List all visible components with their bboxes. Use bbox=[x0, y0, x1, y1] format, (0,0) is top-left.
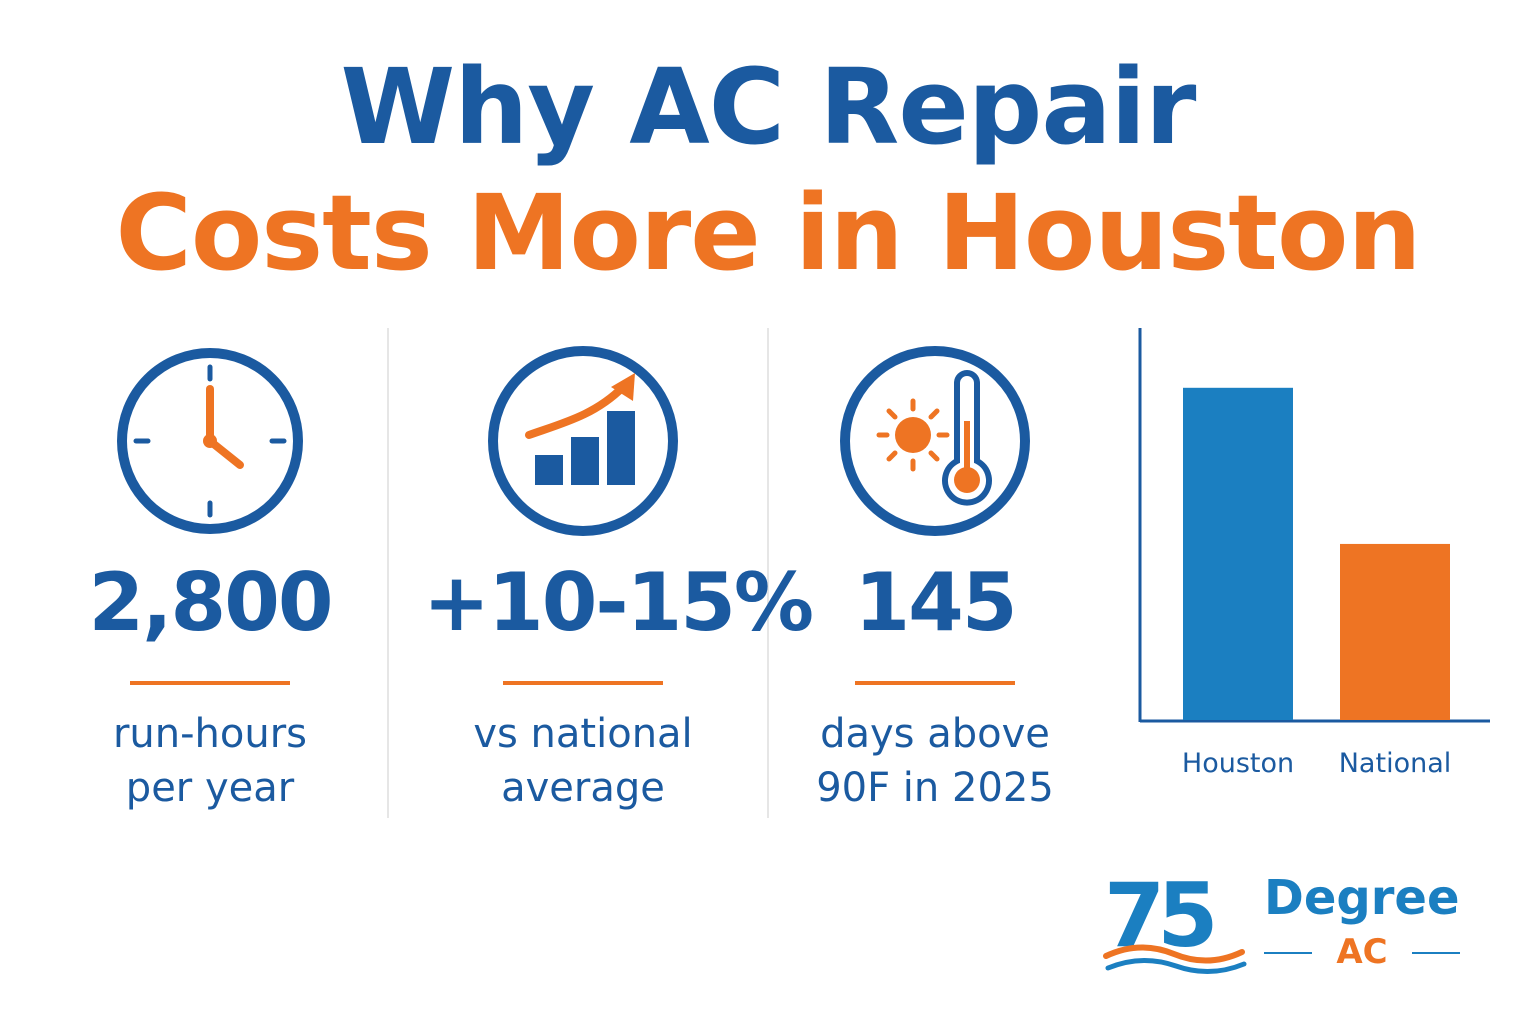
growth-chart-icon bbox=[488, 346, 678, 536]
stat-label: run-hours per year bbox=[50, 707, 370, 815]
thermometer-icon bbox=[942, 370, 992, 506]
bar-national bbox=[1340, 543, 1450, 720]
stat-vs-national: +10-15% vs national average bbox=[423, 325, 814, 811]
logo-rule bbox=[1264, 952, 1312, 954]
stat-value: 2,800 bbox=[88, 556, 333, 649]
wave-icon bbox=[1103, 944, 1245, 964]
title-line-1: Why AC Repair bbox=[340, 46, 1197, 168]
stat-label-line: 90F in 2025 bbox=[816, 765, 1054, 811]
bar-houston bbox=[1183, 387, 1293, 720]
logo-sub-text: AC bbox=[1336, 932, 1388, 972]
sun-icon bbox=[876, 398, 950, 472]
stat-value: 145 bbox=[854, 556, 1018, 649]
x-tick-label: Houston bbox=[1182, 748, 1294, 779]
stat-value: +10-15% bbox=[423, 556, 814, 649]
comparison-bar-chart: Houston National bbox=[1138, 328, 1490, 779]
stat-label-line: average bbox=[501, 765, 665, 811]
stat-run-hours: 2,800 run-hours per year bbox=[50, 325, 370, 811]
logo-mark: 75 bbox=[1103, 864, 1247, 975]
stat-label: vs national average bbox=[423, 707, 743, 815]
stat-label: days above 90F in 2025 bbox=[775, 707, 1095, 815]
stat-underline bbox=[130, 681, 290, 685]
title-line-2: Costs More in Houston bbox=[115, 172, 1422, 294]
logo-subtitle: AC bbox=[1264, 930, 1460, 972]
column-divider bbox=[387, 328, 389, 818]
clock-icon bbox=[117, 348, 303, 534]
logo-word: Degree bbox=[1264, 870, 1460, 926]
stat-hot-days: 145 days above 90F in 2025 bbox=[775, 325, 1095, 811]
sun-thermometer-icon bbox=[840, 346, 1030, 536]
stat-label-line: run-hours bbox=[112, 711, 308, 757]
company-logo: 75 Degree AC bbox=[1100, 860, 1480, 980]
stat-underline bbox=[503, 681, 663, 685]
logo-rule bbox=[1412, 952, 1460, 954]
stat-underline bbox=[855, 681, 1015, 685]
stat-label-line: per year bbox=[125, 765, 295, 811]
stat-label-line: days above bbox=[820, 711, 1050, 757]
stat-label-line: vs national bbox=[473, 711, 693, 757]
x-tick-label: National bbox=[1339, 748, 1452, 779]
column-divider bbox=[767, 328, 769, 818]
